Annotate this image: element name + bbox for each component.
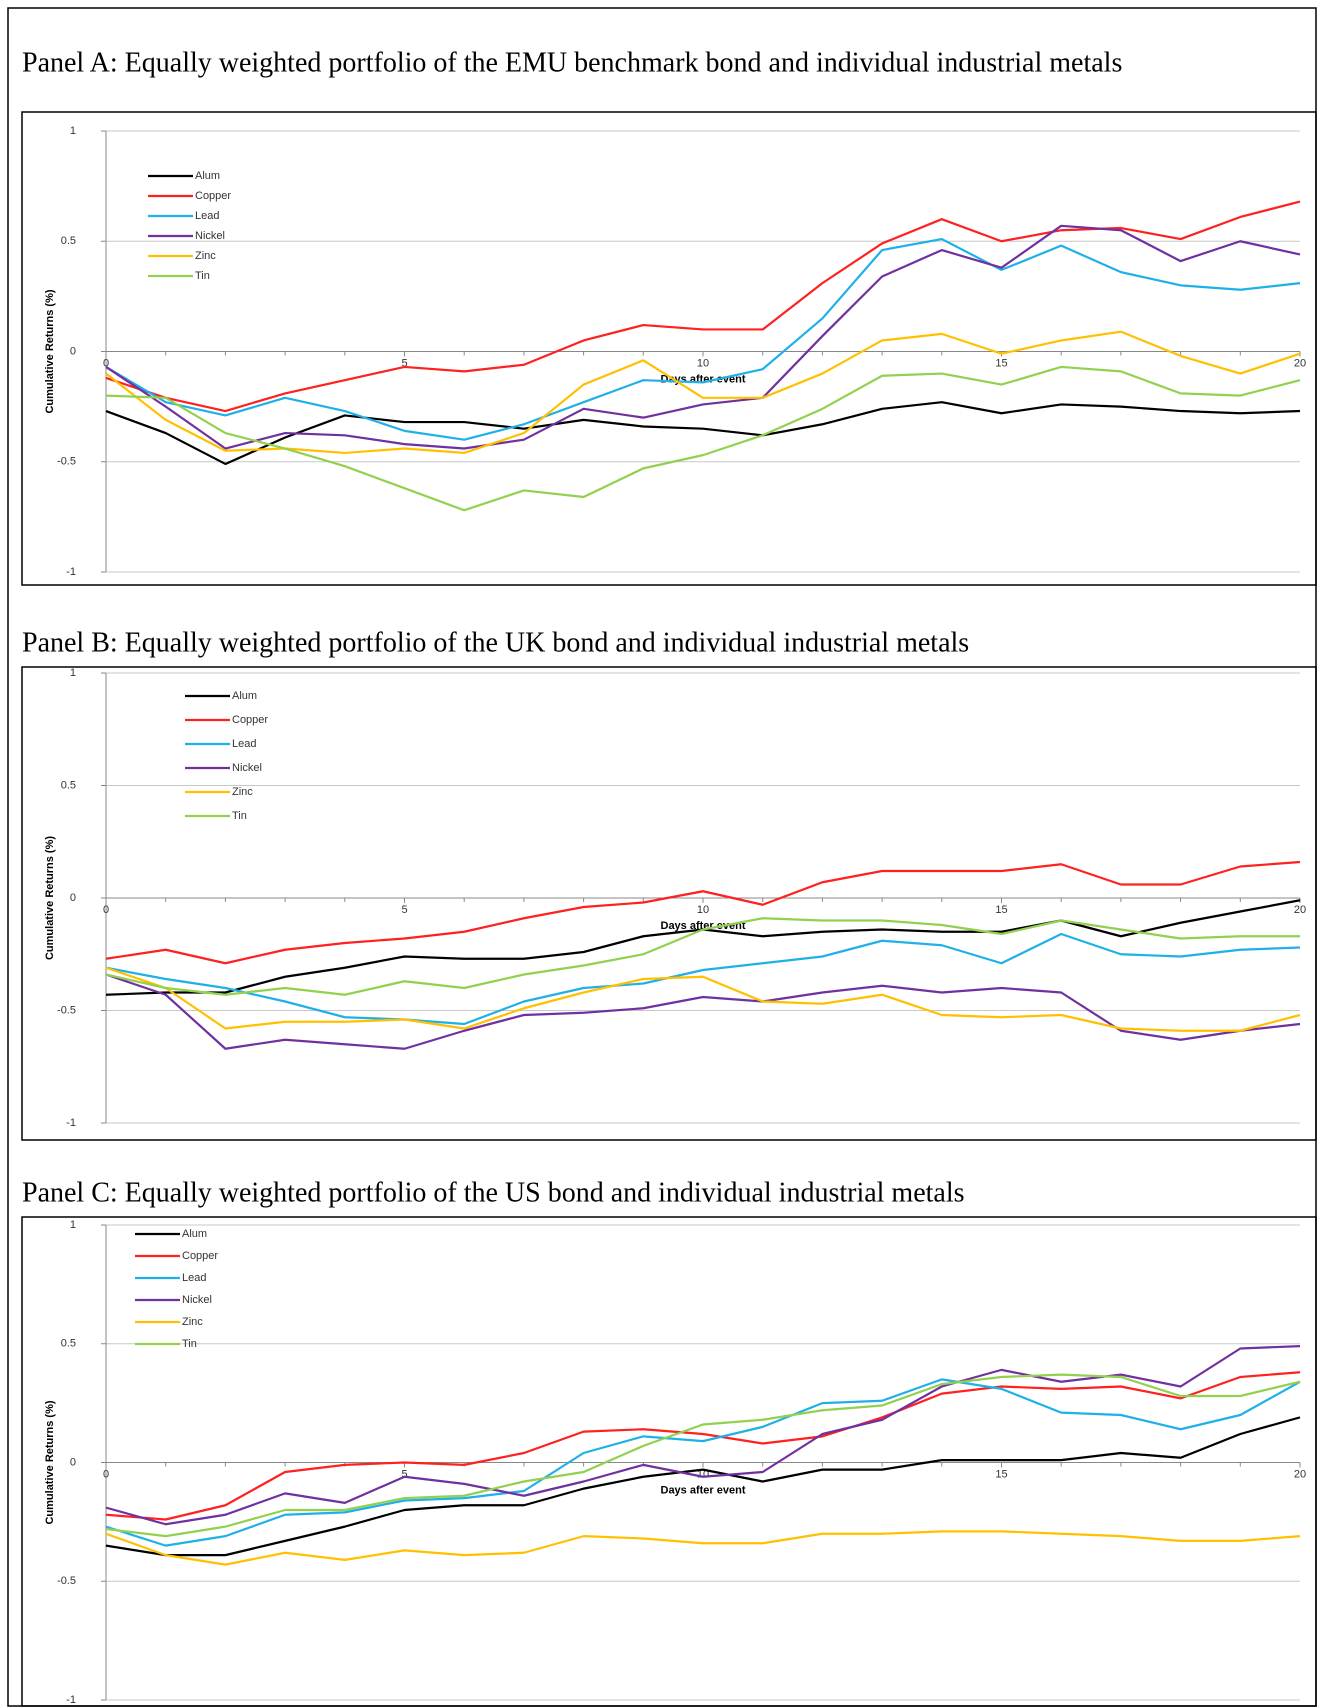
series-line bbox=[105, 1416, 1301, 1557]
x-axis-label: Days after event bbox=[661, 920, 746, 932]
legend-label: Nickel bbox=[195, 230, 225, 242]
legend-label: Zinc bbox=[195, 250, 216, 262]
legend-label: Tin bbox=[195, 270, 210, 282]
legend-label: Nickel bbox=[232, 762, 262, 774]
series-line bbox=[105, 401, 1301, 466]
y-tick-label: 1 bbox=[70, 1219, 76, 1231]
legend-label: Alum bbox=[195, 170, 220, 182]
y-tick-label: 0 bbox=[70, 1456, 76, 1468]
legend-label: Zinc bbox=[182, 1316, 203, 1328]
legend-label: Lead bbox=[232, 738, 256, 750]
legend-label: Copper bbox=[232, 714, 268, 726]
x-tick-label: 5 bbox=[401, 357, 407, 369]
y-tick-label: 0 bbox=[70, 345, 76, 357]
panel-title: Panel C: Equally weighted portfolio of t… bbox=[22, 1177, 965, 1208]
y-tick-label: -1 bbox=[66, 1694, 76, 1706]
x-tick-label: 15 bbox=[995, 357, 1007, 369]
x-tick-label: 5 bbox=[401, 904, 407, 916]
chart-frame bbox=[21, 1216, 1317, 1707]
x-axis-label: Days after event bbox=[661, 1484, 746, 1496]
legend-label: Copper bbox=[195, 190, 231, 202]
series-line bbox=[105, 917, 1300, 996]
y-tick-label: 0.5 bbox=[61, 779, 76, 791]
series-line bbox=[105, 1371, 1301, 1521]
x-tick-label: 0 bbox=[103, 357, 109, 369]
legend-label: Tin bbox=[232, 810, 247, 822]
legend-label: Zinc bbox=[232, 786, 253, 798]
y-tick-label: -1 bbox=[66, 566, 76, 578]
x-tick-label: 10 bbox=[697, 904, 709, 916]
legend-label: Nickel bbox=[182, 1294, 212, 1306]
series-line bbox=[105, 224, 1301, 450]
x-tick-label: 5 bbox=[401, 1468, 407, 1480]
legend-label: Alum bbox=[182, 1228, 207, 1240]
series-line bbox=[105, 1530, 1301, 1566]
x-tick-label: 15 bbox=[995, 904, 1007, 916]
series-line bbox=[105, 1373, 1301, 1538]
y-tick-label: 1 bbox=[70, 125, 76, 137]
y-tick-label: 0.5 bbox=[61, 235, 76, 247]
y-tick-label: 0.5 bbox=[61, 1338, 76, 1350]
y-tick-label: -0.5 bbox=[57, 1004, 76, 1016]
series-line bbox=[105, 237, 1301, 441]
y-axis-label: Cumulative Returns (%) bbox=[44, 289, 56, 413]
x-tick-label: 15 bbox=[995, 1468, 1007, 1480]
series-line bbox=[105, 932, 1301, 1026]
x-tick-label: 20 bbox=[1294, 357, 1306, 369]
outer-border bbox=[7, 7, 1317, 1707]
series-line bbox=[105, 966, 1301, 1032]
legend-label: Copper bbox=[182, 1250, 218, 1262]
y-tick-label: 1 bbox=[70, 667, 76, 679]
series-line bbox=[105, 860, 1301, 965]
y-tick-label: -0.5 bbox=[57, 1575, 76, 1587]
legend-label: Tin bbox=[182, 1338, 197, 1350]
chart-frame bbox=[21, 111, 1317, 586]
x-tick-label: 20 bbox=[1294, 904, 1306, 916]
legend-label: Lead bbox=[195, 210, 219, 222]
x-tick-label: 0 bbox=[103, 1468, 109, 1480]
y-axis-label: Cumulative Returns (%) bbox=[44, 1400, 56, 1524]
y-axis-label: Cumulative Returns (%) bbox=[44, 836, 56, 960]
x-tick-label: 10 bbox=[697, 357, 709, 369]
y-tick-label: -1 bbox=[66, 1117, 76, 1129]
x-tick-label: 20 bbox=[1294, 1468, 1306, 1480]
series-line bbox=[105, 1378, 1301, 1547]
series-line bbox=[105, 973, 1301, 1050]
series-line bbox=[105, 365, 1301, 512]
chart-frame bbox=[21, 666, 1317, 1141]
legend-label: Alum bbox=[232, 690, 257, 702]
legend-label: Lead bbox=[182, 1272, 206, 1284]
y-tick-label: 0 bbox=[70, 892, 76, 904]
series-line bbox=[105, 330, 1301, 455]
panel-title: Panel A: Equally weighted portfolio of t… bbox=[22, 47, 1122, 78]
x-tick-label: 0 bbox=[103, 904, 109, 916]
y-tick-label: -0.5 bbox=[57, 456, 76, 468]
panel-title: Panel B: Equally weighted portfolio of t… bbox=[22, 627, 969, 658]
series-line bbox=[105, 1345, 1301, 1526]
